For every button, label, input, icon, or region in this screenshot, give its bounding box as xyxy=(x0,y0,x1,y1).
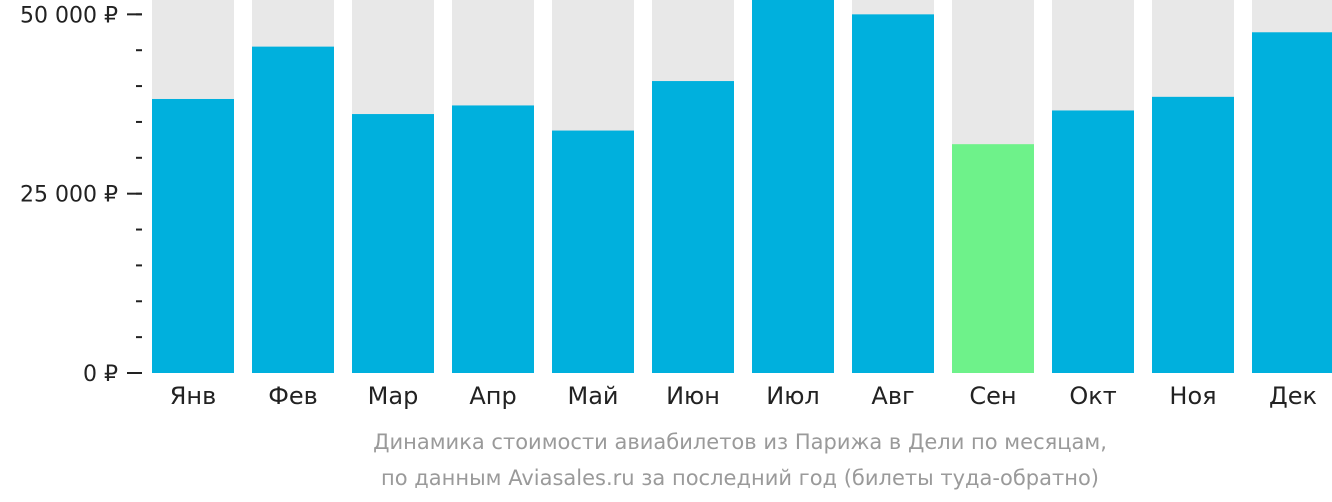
bar xyxy=(1052,110,1134,373)
y-tick-label: 50 000 ₽ xyxy=(20,3,118,28)
x-tick-label: Май xyxy=(567,382,618,410)
y-tick-label: 25 000 ₽ xyxy=(20,183,118,208)
bar xyxy=(752,0,834,373)
x-tick-label: Дек xyxy=(1269,382,1317,410)
x-tick-label: Апр xyxy=(469,382,516,410)
x-tick-label: Авг xyxy=(871,382,914,410)
bar xyxy=(152,98,234,373)
chart-caption-line-2: по данным Aviasales.ru за последний год … xyxy=(381,466,1099,490)
chart-caption-line-1: Динамика стоимости авиабилетов из Парижа… xyxy=(373,430,1107,454)
x-tick-label: Июн xyxy=(666,382,720,410)
bar xyxy=(1152,96,1234,373)
x-tick-label: Окт xyxy=(1069,382,1116,410)
x-tick-label: Янв xyxy=(170,382,217,410)
bar xyxy=(352,114,434,373)
bar xyxy=(252,46,334,373)
bar xyxy=(652,81,734,373)
x-tick-label: Ноя xyxy=(1169,382,1216,410)
bar xyxy=(852,14,934,373)
x-tick-label: Июл xyxy=(766,382,820,410)
x-tick-label: Сен xyxy=(969,382,1016,410)
bar xyxy=(552,130,634,373)
bar xyxy=(1252,32,1332,374)
x-tick-label: Фев xyxy=(268,382,318,410)
bar xyxy=(452,105,534,374)
x-tick-label: Мар xyxy=(368,382,419,410)
bar xyxy=(952,144,1034,373)
bar-chart: Янв Фев Мар Апр Май Июн Июл Авг Сен Окт Ноя Дек 0 ₽ 2… xyxy=(20,0,1332,410)
y-tick-label: 0 ₽ xyxy=(83,362,118,387)
